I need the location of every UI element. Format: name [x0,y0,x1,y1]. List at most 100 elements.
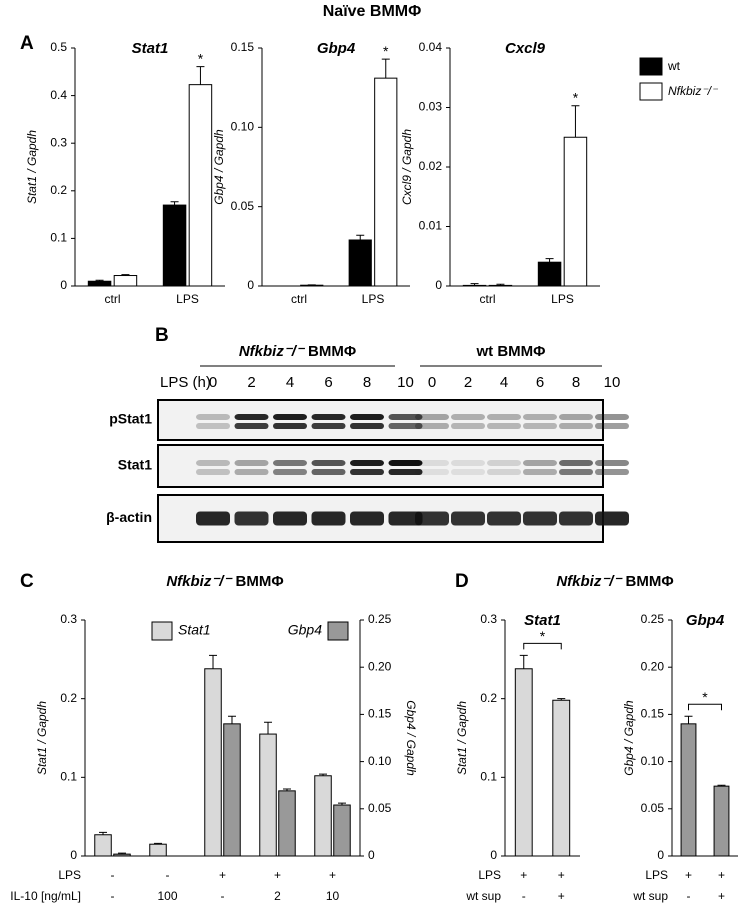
y-axis-label: Stat1 / Gapdh [35,701,49,775]
blot-band [559,460,593,466]
x-tick-label: LPS [176,292,199,306]
y-tick-label: 0.05 [231,199,255,213]
y-tick-label: 0.02 [419,159,443,173]
panel-title: Nfkbiz⁻/⁻ BMMΦ [556,573,673,590]
bar [204,668,222,857]
blot-band [234,414,269,420]
significance-star: * [573,89,579,105]
error-bar [196,66,205,85]
condition-label: wt sup [465,889,501,903]
blot-band [273,511,307,526]
blot-group-label: wt BMMΦ [476,343,546,360]
blot-row-label: β-actin [106,509,152,525]
blot-band [311,469,346,475]
condition-value: - [221,889,225,903]
bar [713,785,730,857]
condition-value: 2 [274,889,281,903]
y-axis-label: Gbp4 / Gapdh [212,129,226,205]
panel-label: D [455,571,469,592]
blot-band [350,414,384,420]
y-tick-label: 0.20 [641,659,665,673]
blot-band [487,460,521,466]
y-tick-label: 0.04 [419,40,443,54]
condition-value: + [685,868,692,882]
blot-band [595,460,629,466]
blot-group-cells: BMMΦ [308,343,356,360]
y2-tick-label: 0.15 [368,707,392,721]
condition-value: + [558,868,565,882]
bar [563,136,588,287]
blot-band [559,469,593,475]
lane-label: 10 [604,374,621,391]
blot-band [311,511,346,526]
legend-swatch [639,82,663,101]
blot-band [595,414,629,420]
panel-label: C [20,571,34,592]
blot-band [523,423,557,429]
bar [552,699,571,857]
bar [188,84,213,287]
y2-axis-label: Gbp4 / Gapdh [404,700,418,776]
y-tick-label: 0.2 [60,691,77,705]
condition-value: 10 [326,889,340,903]
blot-band [487,414,521,420]
y-tick-label: 0.10 [641,754,665,768]
blot-band [273,423,307,429]
condition-label: LPS [58,868,81,882]
panel-label: A [20,33,34,54]
error-bar [337,802,346,806]
condition-value: + [329,868,336,882]
significance-bracket [523,642,562,650]
error-bar [496,283,505,286]
y-tick-label: 0 [60,278,67,292]
blot-band [234,511,269,526]
blot-band [311,460,346,466]
legend-label: Stat1 [178,622,211,638]
blot-frame [157,444,604,488]
x-tick-label: ctrl [105,292,121,306]
lane-label: 6 [536,374,544,391]
blot-band [451,511,485,526]
bar [278,790,296,857]
blot-band [523,511,557,526]
y2-tick-label: 0.20 [368,659,392,673]
y2-tick-label: 0 [368,848,375,862]
y-tick-label: 0.15 [641,707,665,721]
blot-band [196,460,230,466]
y-tick-label: 0.2 [480,691,497,705]
blot-row-label: Stat1 [118,457,152,473]
error-bar [381,58,390,79]
blot-band [196,423,230,429]
blot-band [273,469,307,475]
y-tick-label: 0.3 [480,612,497,626]
legend-swatch [151,621,173,641]
condition-label: LPS [478,868,501,882]
y-tick-label: 0 [490,848,497,862]
error-bar [684,715,693,724]
significance-star: * [540,628,546,644]
error-bar [227,715,236,724]
condition-label: IL-10 [ng/mL] [10,889,81,903]
x-tick-label: LPS [551,292,574,306]
bar [314,775,332,857]
blot-group-label: Nfkbiz⁻/⁻ BMMΦ [239,343,356,360]
condition-value: - [111,889,115,903]
significance-bracket [688,703,722,711]
blot-group-text: wt BMMΦ [476,343,546,360]
bar [348,239,372,287]
y-axis-label: Stat1 / Gapdh [455,701,469,775]
condition-value: + [274,868,281,882]
y2-tick-label: 0.25 [368,612,392,626]
lane-label: 6 [324,374,332,391]
blot-band [451,469,485,475]
panel-title-cells: BMMΦ [626,573,674,590]
error-bar [557,698,566,701]
blot-band [196,511,230,526]
blot-band [559,414,593,420]
bar [162,204,187,287]
blot-band [451,414,485,420]
bar [94,834,112,857]
error-bar [99,831,108,835]
blot-band [451,423,485,429]
condition-value: - [111,868,115,882]
